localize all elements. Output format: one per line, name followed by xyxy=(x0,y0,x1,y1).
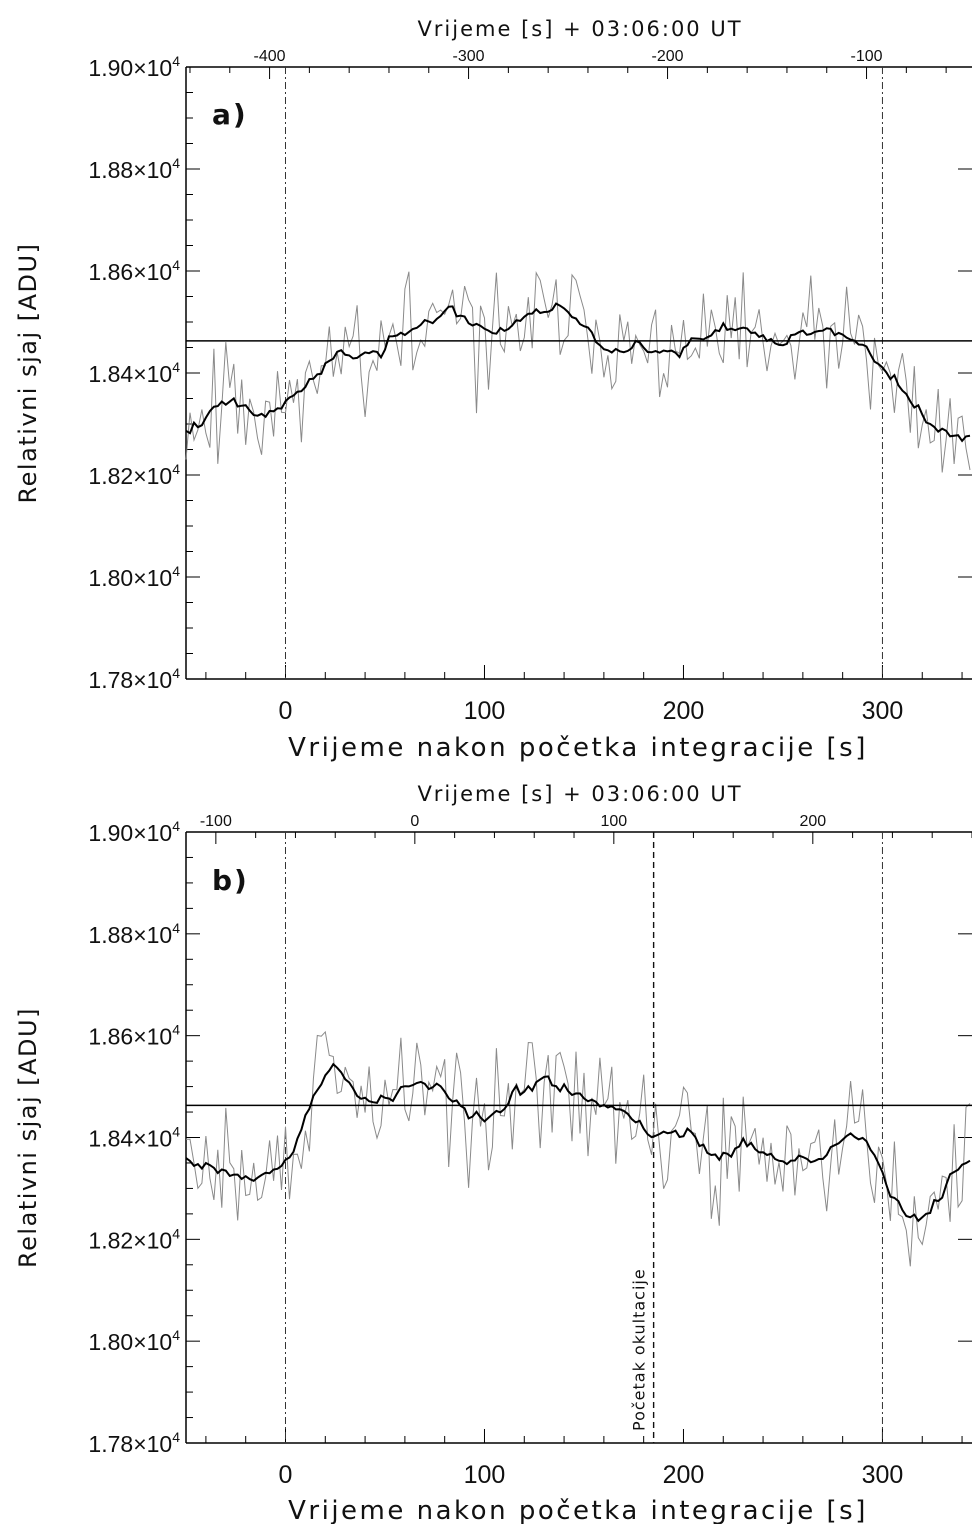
panel-label: b) xyxy=(212,864,249,897)
y-tick-times-ten: ×10 xyxy=(133,565,172,591)
top-tick-label: 200 xyxy=(799,813,826,830)
y-tick-times-ten: ×10 xyxy=(133,922,172,948)
y-tick-exponent: 4 xyxy=(172,257,180,273)
x-tick-label: 0 xyxy=(279,697,293,725)
y-tick-label: 1.88×104 xyxy=(88,920,180,948)
y-tick-exponent: 4 xyxy=(172,563,180,579)
top-tick-label: 0 xyxy=(410,813,419,830)
occultation-annotation: Početak okultacije xyxy=(630,1268,649,1431)
raw-light-curve xyxy=(185,1030,971,1267)
y-tick-times-ten: ×10 xyxy=(133,361,172,387)
y-tick-label: 1.78×104 xyxy=(88,665,180,693)
top-tick-label: -200 xyxy=(652,48,684,65)
raw-light-curve xyxy=(185,270,971,473)
top-tick-label: 100 xyxy=(600,813,627,830)
y-axis-label: Relativni sjaj [ADU] xyxy=(14,1007,42,1268)
top-tick-label: -100 xyxy=(200,813,232,830)
top-tick-label: -400 xyxy=(254,48,286,65)
x-tick-label: 200 xyxy=(663,1461,705,1489)
y-tick-label: 1.80×104 xyxy=(88,563,180,591)
y-tick-times-ten: ×10 xyxy=(133,157,172,183)
y-tick-label: 1.78×104 xyxy=(88,1429,180,1457)
y-tick-label: 1.82×104 xyxy=(88,1225,180,1253)
y-tick-mantissa: 1.86 xyxy=(88,1024,133,1050)
y-tick-times-ten: ×10 xyxy=(133,1126,172,1152)
y-tick-exponent: 4 xyxy=(172,818,180,834)
panel-a: 1.78×1041.80×1041.82×1041.84×1041.86×104… xyxy=(14,17,972,763)
y-tick-exponent: 4 xyxy=(172,1022,180,1038)
y-tick-exponent: 4 xyxy=(172,461,180,477)
y-tick-label: 1.86×104 xyxy=(88,257,180,285)
x-axis-label: Vrijeme nakon početka integracije [s] xyxy=(288,1496,868,1524)
y-tick-times-ten: ×10 xyxy=(133,259,172,285)
y-tick-label: 1.90×104 xyxy=(88,818,180,846)
y-axis-label: Relativni sjaj [ADU] xyxy=(14,243,42,504)
y-tick-times-ten: ×10 xyxy=(133,820,172,846)
y-tick-mantissa: 1.82 xyxy=(88,463,133,489)
y-tick-mantissa: 1.86 xyxy=(88,259,133,285)
y-tick-mantissa: 1.88 xyxy=(88,157,133,183)
x-tick-label: 100 xyxy=(464,1461,506,1489)
x-tick-label: 100 xyxy=(464,697,506,725)
y-tick-exponent: 4 xyxy=(172,1429,180,1445)
y-tick-exponent: 4 xyxy=(172,920,180,936)
y-tick-exponent: 4 xyxy=(172,53,180,69)
y-tick-mantissa: 1.88 xyxy=(88,922,133,948)
y-tick-times-ten: ×10 xyxy=(133,55,172,81)
y-tick-exponent: 4 xyxy=(172,155,180,171)
y-tick-exponent: 4 xyxy=(172,1124,180,1140)
y-tick-mantissa: 1.82 xyxy=(88,1227,133,1253)
x-tick-label: 300 xyxy=(862,697,904,725)
y-tick-times-ten: ×10 xyxy=(133,1329,172,1355)
y-tick-label: 1.80×104 xyxy=(88,1327,180,1355)
x-tick-label: 300 xyxy=(862,1461,904,1489)
smoothed-light-curve xyxy=(185,1062,971,1223)
x-tick-label: 0 xyxy=(279,1461,293,1489)
panel-label: a) xyxy=(212,98,248,131)
y-tick-exponent: 4 xyxy=(172,359,180,375)
y-tick-label: 1.90×104 xyxy=(88,53,180,81)
x-axis-label: Vrijeme nakon početka integracije [s] xyxy=(288,733,868,763)
top-axis-title: Vrijeme [s] + 03:06:00 UT xyxy=(417,17,742,41)
y-tick-mantissa: 1.90 xyxy=(88,55,133,81)
y-tick-times-ten: ×10 xyxy=(133,1431,172,1457)
y-tick-label: 1.84×104 xyxy=(88,1124,180,1152)
y-tick-mantissa: 1.78 xyxy=(88,667,133,693)
y-tick-mantissa: 1.80 xyxy=(88,1329,133,1355)
y-tick-label: 1.82×104 xyxy=(88,461,180,489)
top-tick-label: -100 xyxy=(851,48,883,65)
y-tick-times-ten: ×10 xyxy=(133,1024,172,1050)
y-tick-mantissa: 1.78 xyxy=(88,1431,133,1457)
y-tick-times-ten: ×10 xyxy=(133,1227,172,1253)
y-tick-label: 1.88×104 xyxy=(88,155,180,183)
y-tick-exponent: 4 xyxy=(172,1327,180,1343)
panel-b: 1.78×1041.80×1041.82×1041.84×1041.86×104… xyxy=(14,782,972,1524)
x-tick-label: 200 xyxy=(663,697,705,725)
y-tick-mantissa: 1.80 xyxy=(88,565,133,591)
y-tick-mantissa: 1.90 xyxy=(88,820,133,846)
y-tick-exponent: 4 xyxy=(172,1225,180,1241)
y-tick-times-ten: ×10 xyxy=(133,667,172,693)
y-tick-times-ten: ×10 xyxy=(133,463,172,489)
y-tick-exponent: 4 xyxy=(172,665,180,681)
y-tick-label: 1.84×104 xyxy=(88,359,180,387)
y-tick-mantissa: 1.84 xyxy=(88,1126,133,1152)
top-tick-label: -300 xyxy=(453,48,485,65)
smoothed-light-curve xyxy=(185,302,971,443)
y-tick-mantissa: 1.84 xyxy=(88,361,133,387)
top-axis-title: Vrijeme [s] + 03:06:00 UT xyxy=(417,782,742,806)
y-tick-label: 1.86×104 xyxy=(88,1022,180,1050)
